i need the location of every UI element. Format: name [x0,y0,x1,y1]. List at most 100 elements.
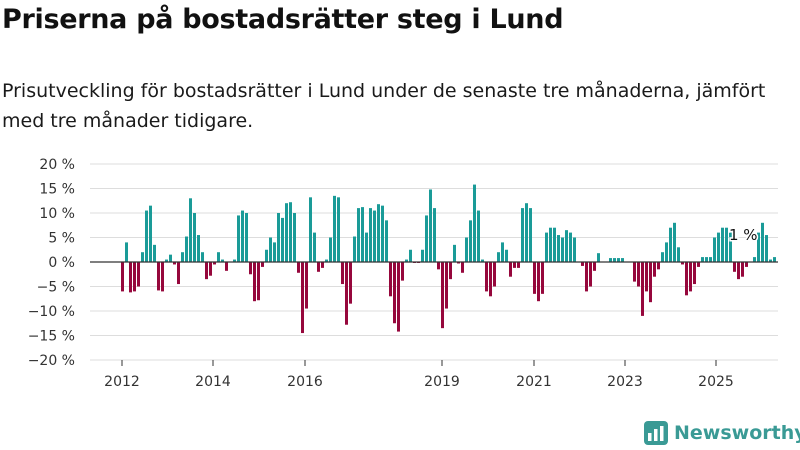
bar [445,262,448,309]
x-tick-label: 2012 [104,374,140,390]
bar [405,259,408,262]
bar [309,197,312,262]
bar [321,262,324,268]
axes [90,261,778,366]
y-tick-label: 20 % [39,157,75,173]
bar [301,262,304,334]
chart-subtitle: Prisutveckling för bostadsrätter i Lund … [2,80,766,132]
bar [649,262,652,303]
x-tick-label: 2021 [516,374,552,390]
bar [641,262,644,316]
bar [457,262,460,264]
bar [197,235,200,262]
bar [193,213,196,262]
bar [341,262,344,285]
bar [189,198,192,262]
bar [493,262,496,287]
bar [281,217,284,262]
bar [689,262,692,292]
bar [389,262,392,297]
bar [741,262,744,277]
bar [425,215,428,262]
bar [737,262,740,280]
bar [661,252,664,262]
bar [361,207,364,262]
bar [185,236,188,262]
bar [685,262,688,296]
bar [761,222,764,262]
bar [141,252,144,262]
bar [421,249,424,262]
bar [157,262,160,291]
bar [665,242,668,262]
bar [657,262,660,270]
bar [401,262,404,281]
bar [693,262,696,285]
y-tick-label: −20 % [28,353,75,369]
bar [705,257,708,262]
bar [133,262,136,292]
bar [697,262,700,267]
bar [161,262,164,292]
bar-chart-logo-icon [644,421,668,445]
bar [521,208,524,262]
bar [441,262,444,329]
bar [701,257,704,262]
bar [609,258,612,262]
bar [501,242,504,262]
bar [373,210,376,262]
bar [337,197,340,262]
bar [237,215,240,262]
bar [433,208,436,262]
bar [245,213,248,262]
y-tick-label: 10 % [39,206,75,222]
bar [209,262,212,276]
bar [753,257,756,262]
bar [213,262,216,265]
bar [317,262,320,272]
bar [145,210,148,262]
bar [505,249,508,262]
bar [357,208,360,262]
bar [529,208,532,262]
bar [297,262,300,273]
bar [613,258,616,262]
bar [581,262,584,266]
y-tick-label: −5 % [37,280,75,296]
bar [721,227,724,262]
newsworthy-logo: Newsworthy [644,421,800,445]
bar [349,262,352,304]
bar [437,262,440,270]
bar [481,259,484,262]
x-tick-label: 2014 [195,374,231,390]
bar [453,244,456,262]
bar [517,262,520,268]
bar [269,237,272,262]
bar [369,208,372,262]
bar [757,232,760,262]
bar [129,262,132,293]
bar [329,237,332,262]
bar [709,257,712,262]
y-tick-label: −15 % [28,329,75,345]
bar [569,232,572,262]
bar [205,262,208,280]
bar [289,202,292,262]
bar [177,262,180,285]
bar [765,235,768,262]
bar [165,259,168,262]
bar [469,220,472,262]
bar [173,262,176,265]
bar [121,262,124,292]
y-tick-label: 15 % [39,182,75,198]
x-tick-label: 2025 [698,374,734,390]
bar [273,242,276,262]
bar [365,232,368,262]
bar [533,262,536,294]
bar [325,259,328,262]
x-tick-label: 2016 [287,374,323,390]
bar [477,210,480,262]
y-tick-label: −10 % [28,304,75,320]
bar [461,262,464,273]
